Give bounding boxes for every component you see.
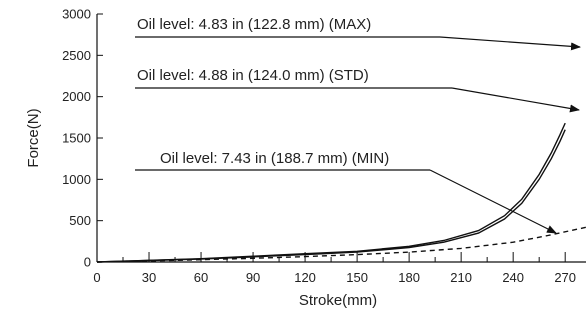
- annotation-label: Oil level: 7.43 in (188.7 mm) (MIN): [160, 150, 389, 167]
- series-line-min: [96, 226, 586, 263]
- x-tick-label: 270: [554, 270, 576, 285]
- y-tick-label: 3000: [62, 7, 91, 22]
- x-tick-label: 30: [142, 270, 156, 285]
- annotation-label: Oil level: 4.83 in (122.8 mm) (MAX): [137, 16, 371, 33]
- annotation-arrow: [451, 87, 580, 113]
- annotation-arrow: [439, 36, 581, 51]
- x-axis-title: Stroke(mm): [299, 292, 377, 309]
- y-tick-label: 2500: [62, 48, 91, 63]
- axes: 0 500 1000 1500 2000 2500 3000 0 30 60 90 120 150 180…: [62, 7, 586, 285]
- y-axis-title: Force(N): [25, 108, 42, 167]
- x-tick-label: 240: [502, 270, 524, 285]
- x-tick-label: 90: [246, 270, 260, 285]
- y-tick-label: 500: [69, 213, 91, 228]
- series-lines: [96, 122, 586, 263]
- annotations: Oil level: 4.83 in (122.8 mm) (MAX) Oil l…: [135, 16, 581, 234]
- annotation-label: Oil level: 4.88 in (124.0 mm) (STD): [137, 67, 369, 84]
- x-tick-label: 60: [194, 270, 208, 285]
- y-tick-label: 1500: [62, 131, 91, 146]
- annotation-arrow: [429, 169, 557, 234]
- series-line-max: [96, 122, 566, 263]
- y-tick-label: 0: [84, 255, 91, 270]
- x-tick-label: 180: [398, 270, 420, 285]
- x-tick-label: 0: [93, 270, 100, 285]
- x-tick-label: 120: [294, 270, 316, 285]
- y-tick-label: 2000: [62, 89, 91, 104]
- y-tick-label: 1000: [62, 172, 91, 187]
- x-tick-label: 150: [346, 270, 368, 285]
- series-line-std: [96, 129, 566, 263]
- x-tick-label: 210: [450, 270, 472, 285]
